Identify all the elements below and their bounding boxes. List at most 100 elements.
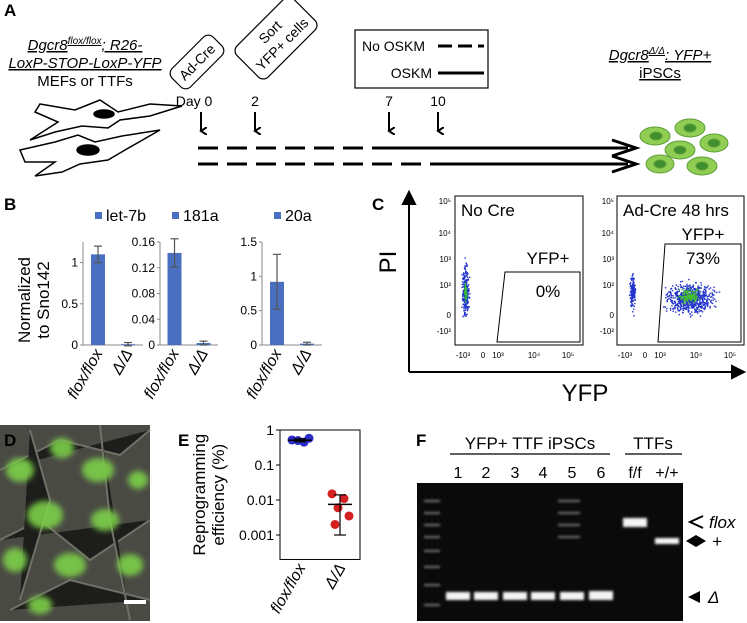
x-tick-label: Δ/Δ xyxy=(108,347,136,379)
event-dot xyxy=(698,308,700,311)
event-dot xyxy=(464,282,467,285)
event-dot xyxy=(690,294,692,296)
event-dot xyxy=(668,291,670,293)
event-dot xyxy=(677,297,680,300)
event-dot xyxy=(715,300,717,303)
event-dot xyxy=(692,303,694,306)
event-dot xyxy=(675,288,677,291)
event-dot xyxy=(681,295,683,298)
event-dot xyxy=(631,284,634,286)
event-dot xyxy=(464,291,467,293)
event-dot xyxy=(693,291,695,293)
y-tick-label: 0 xyxy=(148,338,155,352)
genotype-text: ; R26- xyxy=(102,37,143,54)
x-tick-label: 10⁴ xyxy=(528,351,541,360)
event-dot xyxy=(694,297,697,299)
event-dot xyxy=(697,285,699,287)
event-dot xyxy=(674,297,676,299)
event-dot xyxy=(706,304,708,306)
event-dot xyxy=(691,294,694,297)
event-dot xyxy=(702,295,705,297)
gate-percent: 73% xyxy=(686,249,720,268)
event-dot xyxy=(465,295,468,298)
error-bar xyxy=(303,341,311,346)
event-dot xyxy=(704,286,707,288)
y-tick-label: 0.5 xyxy=(240,304,257,318)
event-dot xyxy=(684,292,686,295)
event-dot xyxy=(686,304,688,306)
event-dot xyxy=(697,289,699,291)
event-dot xyxy=(683,307,685,309)
event-dot xyxy=(709,292,711,295)
event-dot xyxy=(674,302,676,304)
event-dot xyxy=(677,285,679,288)
y-tick-label: 0.5 xyxy=(61,297,78,311)
event-dot xyxy=(679,301,682,304)
event-dot xyxy=(690,295,692,297)
event-dot xyxy=(632,277,634,279)
event-dot xyxy=(463,299,465,301)
event-dot xyxy=(673,300,675,303)
y-tick-label: 0.08 xyxy=(132,287,156,301)
event-dot xyxy=(634,299,636,301)
event-dot xyxy=(705,291,707,293)
panel-label: B xyxy=(4,195,16,214)
event-dot xyxy=(694,311,696,314)
event-dot xyxy=(687,300,689,302)
event-dot xyxy=(697,312,699,314)
event-dot xyxy=(697,287,700,289)
event-dot xyxy=(466,293,469,295)
event-dot xyxy=(465,288,467,291)
event-dot xyxy=(467,272,469,275)
event-dot xyxy=(691,286,694,288)
event-dot xyxy=(671,302,674,305)
event-dot xyxy=(695,306,698,309)
event-dot xyxy=(694,295,697,297)
x-tick-label: 0 xyxy=(481,351,486,360)
event-dot xyxy=(462,292,465,294)
event-dot xyxy=(679,300,681,302)
event-dot xyxy=(678,290,680,292)
event-dot xyxy=(682,306,684,308)
event-dot xyxy=(461,277,464,280)
event-dot xyxy=(464,257,466,259)
result-text: : YFP+ xyxy=(665,47,712,64)
event-dot xyxy=(676,298,679,300)
y-tick-label: 0.04 xyxy=(132,312,156,326)
event-dot xyxy=(688,289,691,291)
event-dot xyxy=(679,284,682,286)
event-dot xyxy=(702,304,705,306)
event-dot xyxy=(632,280,634,282)
event-dot xyxy=(699,303,702,306)
event-dot xyxy=(633,293,635,295)
event-dot xyxy=(696,298,698,301)
event-dot xyxy=(705,302,708,305)
event-dot xyxy=(633,284,635,286)
event-dot xyxy=(675,303,677,306)
y-tick-label: 0 xyxy=(447,311,452,320)
event-dot xyxy=(683,302,686,305)
event-dot xyxy=(679,296,682,298)
event-dot xyxy=(670,300,672,302)
event-dot xyxy=(703,293,706,295)
event-dot xyxy=(672,295,674,297)
event-dot xyxy=(631,278,634,280)
event-dot xyxy=(691,299,693,302)
band-label: + xyxy=(712,532,722,551)
event-dot xyxy=(630,291,632,294)
event-dot xyxy=(706,305,709,307)
event-dot xyxy=(464,285,466,288)
event-dot xyxy=(674,305,676,307)
event-dot xyxy=(465,297,467,299)
event-dot xyxy=(688,294,690,297)
event-dot xyxy=(683,295,686,298)
x-tick-label: 0 xyxy=(643,351,648,360)
event-dot xyxy=(676,294,678,296)
event-dot xyxy=(686,285,688,287)
event-dot xyxy=(704,301,706,304)
event-dot xyxy=(708,295,710,297)
event-dot xyxy=(688,300,690,302)
y-tick-label: 10⁴ xyxy=(602,229,615,238)
event-dot xyxy=(707,298,709,300)
event-dot xyxy=(682,296,685,298)
